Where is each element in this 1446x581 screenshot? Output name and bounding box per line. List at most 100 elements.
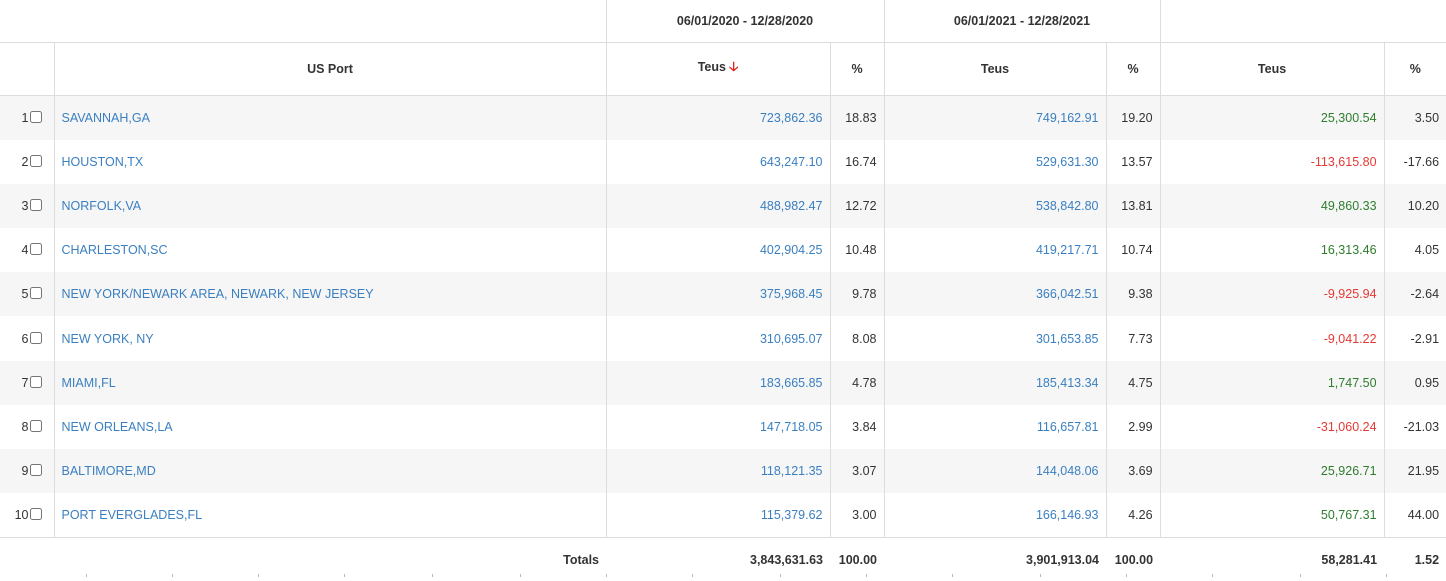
row-checkbox[interactable] [29, 419, 42, 432]
row-checkbox[interactable] [29, 154, 42, 167]
table-row: 8 NEW ORLEANS,LA 147,718.05 3.84 116,657… [0, 404, 1446, 449]
teus-2020-column-header[interactable]: Teus 🡣 [606, 42, 831, 96]
teus-2021-link[interactable]: 749,162.91 [1035, 110, 1099, 125]
teus-2021-cell: 366,042.51 [884, 272, 1107, 317]
teus-diff-cell: 1,747.50 [1160, 360, 1385, 405]
table-row: 4 CHARLESTON,SC 402,904.25 10.48 419,217… [0, 228, 1446, 273]
teus-2020-link[interactable]: 118,121.35 [760, 464, 823, 479]
row-index-cell: 5 [0, 272, 55, 317]
port-link[interactable]: SAVANNAH,GA [61, 110, 150, 125]
port-cell: NEW ORLEANS,LA [54, 404, 607, 449]
pct-diff-cell: -2.91 [1410, 331, 1440, 346]
teus-2021-link[interactable]: 301,653.85 [1035, 331, 1099, 346]
teus-2021-cell: 116,657.81 [884, 404, 1107, 449]
teus-2020-link[interactable]: 723,862.36 [759, 110, 823, 125]
port-link[interactable]: CHARLESTON,SC [61, 243, 168, 258]
teus-diff-column-header[interactable]: Teus [1160, 42, 1385, 96]
tick-mark [952, 574, 953, 577]
pct-2021-cell: 13.81 [1106, 183, 1161, 229]
teus-2020-link[interactable]: 310,695.07 [759, 331, 823, 346]
pct-2020-column-header[interactable]: % [830, 42, 885, 96]
teus-2021-link[interactable]: 538,842.80 [1035, 198, 1099, 213]
tick-mark [1040, 574, 1041, 577]
period-header-2020: 06/01/2020 - 12/28/2020 [606, 0, 885, 43]
port-link[interactable]: BALTIMORE,MD [61, 464, 156, 479]
teus-diff-cell: 49,860.33 [1160, 183, 1385, 229]
row-checkbox[interactable] [29, 464, 42, 477]
tick-mark [606, 574, 607, 577]
pct-2021-column-header[interactable]: % [1106, 42, 1161, 96]
teus-2021-link[interactable]: 166,146.93 [1035, 508, 1099, 523]
teus-diff-cell: -9,041.22 [1160, 316, 1385, 361]
teus-2021-link[interactable]: 116,657.81 [1036, 419, 1099, 434]
port-link[interactable]: MIAMI,FL [61, 375, 116, 390]
teus-diff-cell: 50,767.31 [1160, 493, 1385, 538]
period-header-difference [1160, 0, 1446, 43]
port-cell: CHARLESTON,SC [54, 228, 607, 273]
teus-2020-cell: 643,247.10 [606, 139, 831, 184]
teus-2020-cell: 375,968.45 [606, 272, 831, 317]
arrow-down-icon[interactable]: 🡣 [728, 59, 739, 74]
port-link[interactable]: NEW YORK, NY [61, 331, 154, 346]
table-row: 3 NORFOLK,VA 488,982.47 12.72 538,842.80… [0, 183, 1446, 229]
teus-2020-link[interactable]: 488,982.47 [759, 198, 823, 213]
tick-mark [432, 574, 433, 577]
row-checkbox[interactable] [29, 243, 42, 256]
teus-2020-cell: 115,379.62 [606, 493, 831, 538]
table-row: 6 NEW YORK, NY 310,695.07 8.08 301,653.8… [0, 316, 1446, 361]
pct-2020-cell: 3.84 [830, 404, 885, 449]
row-index-cell: 3 [0, 183, 55, 229]
pct-2021-cell: 4.75 [1106, 360, 1161, 405]
pct-2020-cell: 10.48 [830, 228, 885, 273]
port-cell: NEW YORK, NY [54, 316, 607, 361]
port-link[interactable]: NORFOLK,VA [61, 198, 142, 213]
tick-mark [344, 574, 345, 577]
pct-diff-column-header[interactable]: % [1384, 42, 1446, 96]
teus-2021-column-header[interactable]: Teus [884, 42, 1107, 96]
row-index-cell: 10 [0, 493, 55, 538]
teus-2021-link[interactable]: 185,413.34 [1035, 375, 1099, 390]
teus-2020-link[interactable]: 375,968.45 [759, 287, 823, 302]
tick-mark [1212, 574, 1213, 577]
totals-pct-2021: 100.00 [1114, 552, 1154, 567]
pct-2021-cell: 9.38 [1106, 272, 1161, 317]
tick-mark [172, 574, 173, 577]
table-row: 7 MIAMI,FL 183,665.85 4.78 185,413.34 4.… [0, 360, 1446, 405]
teus-2021-cell: 185,413.34 [884, 360, 1107, 405]
row-number: 7 [21, 375, 29, 390]
pct-2021-cell: 19.20 [1106, 95, 1161, 140]
port-link[interactable]: HOUSTON,TX [61, 154, 144, 169]
row-checkbox[interactable] [29, 508, 42, 521]
teus-2020-link[interactable]: 183,665.85 [759, 375, 823, 390]
period-header-2021: 06/01/2021 - 12/28/2021 [884, 0, 1161, 43]
pct-diff-cell: 10.20 [1407, 198, 1440, 213]
tick-mark [866, 574, 867, 577]
port-link[interactable]: PORT EVERGLADES,FL [61, 508, 203, 523]
row-checkbox[interactable] [29, 331, 42, 344]
us-port-column-header[interactable]: US Port [54, 42, 607, 96]
row-index-cell: 1 [0, 95, 55, 140]
teus-2021-link[interactable]: 419,217.71 [1035, 243, 1099, 258]
teus-2020-link[interactable]: 147,718.05 [759, 419, 823, 434]
teus-2020-link[interactable]: 115,379.62 [760, 508, 823, 523]
totals-teus-diff: 58,281.41 [1321, 552, 1378, 567]
teus-2021-link[interactable]: 366,042.51 [1035, 287, 1099, 302]
teus-2020-link[interactable]: 643,247.10 [759, 154, 823, 169]
teus-2021-link[interactable]: 144,048.06 [1035, 464, 1099, 479]
row-checkbox[interactable] [29, 198, 42, 211]
tick-mark [1126, 574, 1127, 577]
totals-teus-2021: 3,901,913.04 [1026, 552, 1100, 567]
teus-2021-link[interactable]: 529,631.30 [1035, 154, 1099, 169]
row-checkbox[interactable] [29, 287, 42, 300]
port-link[interactable]: NEW ORLEANS,LA [61, 419, 173, 434]
port-link[interactable]: NEW YORK/NEWARK AREA, NEWARK, NEW JERSEY [61, 287, 374, 302]
teus-diff-cell: -31,060.24 [1160, 404, 1385, 449]
teus-diff-cell: -113,615.80 [1160, 139, 1385, 184]
teus-2020-link[interactable]: 402,904.25 [759, 243, 823, 258]
row-checkbox[interactable] [29, 110, 42, 123]
row-number: 3 [21, 198, 29, 213]
totals-row: Totals 3,843,631.63 100.00 3,901,913.04 … [0, 537, 1446, 581]
row-checkbox[interactable] [29, 375, 42, 388]
pct-diff-cell: 3.50 [1414, 110, 1440, 125]
